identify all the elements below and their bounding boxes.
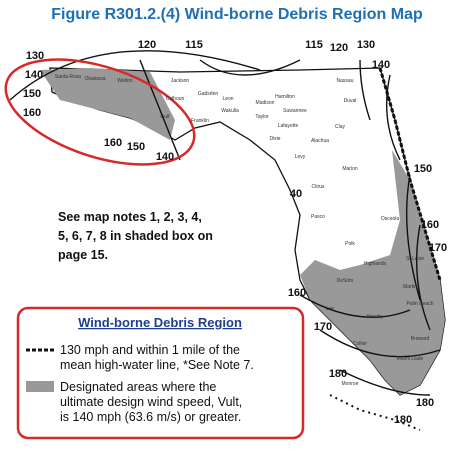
county-label: Dixie — [269, 136, 280, 142]
legend: Wind-borne Debris Region 130 mph and wit… — [16, 306, 305, 440]
contour-label: 150 — [23, 88, 41, 100]
county-label: Wakulla — [221, 108, 239, 114]
contour-label: 130 — [26, 50, 44, 62]
county-label: St Lucie — [406, 256, 424, 262]
contour-label: 160 — [23, 107, 41, 119]
contour-label: 180 — [394, 414, 412, 426]
contour-label: 140 — [156, 151, 174, 163]
contour-label: 115 — [185, 39, 203, 51]
legend-title: Wind-borne Debris Region — [78, 315, 242, 330]
county-label: Gulf — [160, 114, 170, 120]
contour-label: 170 — [429, 242, 447, 254]
county-label: Pasco — [311, 214, 325, 220]
county-label: Suwannee — [283, 108, 307, 114]
county-label: Monroe — [342, 381, 359, 387]
legend-text: Designated areas where the — [60, 380, 216, 394]
county-label: Highlands — [364, 261, 387, 267]
county-label: Madison — [256, 100, 275, 106]
contour-label: 115 — [305, 39, 323, 51]
county-label: Polk — [345, 241, 355, 247]
contour-label: 140 — [25, 69, 43, 81]
contour-label: 160 — [104, 137, 122, 149]
county-label: Collier — [353, 341, 368, 347]
county-label: Lafayette — [278, 123, 299, 129]
county-label: Jackson — [171, 78, 190, 84]
contour-label: 120 — [138, 39, 156, 51]
county-label: Marion — [342, 166, 358, 172]
contour-label: 150 — [414, 163, 432, 175]
county-label: Martin — [403, 284, 417, 290]
county-label: Levy — [295, 154, 306, 160]
contour-label: 120 — [330, 42, 348, 54]
county-label: Nassau — [337, 78, 354, 84]
legend-text: ultimate design wind speed, Vult, — [60, 395, 242, 409]
florida — [4, 50, 446, 431]
note-line: page 15. — [58, 248, 108, 262]
contour-label: 170 — [314, 321, 332, 333]
contour-label: 180 — [329, 368, 347, 380]
county-label: Walton — [117, 78, 133, 84]
county-label: Clay — [335, 124, 346, 130]
county-label: Taylor — [255, 114, 269, 120]
county-label: Gadsden — [198, 91, 219, 97]
county-label: Miami Dade — [397, 356, 424, 362]
county-label: Hendry — [367, 314, 384, 320]
contour-label: 140 — [372, 59, 390, 71]
contour-label: 150 — [127, 141, 145, 153]
contour-label: 130 — [357, 39, 375, 51]
contour-label: 160 — [421, 219, 439, 231]
county-label: Okaloosa — [84, 76, 105, 82]
contour-label: 160 — [288, 287, 306, 299]
legend-text: is 140 mph (63.6 m/s) or greater. — [60, 410, 241, 424]
county-label: Franklin — [191, 118, 209, 124]
county-label: Calhoun — [166, 96, 185, 102]
county-label: Lee — [326, 306, 335, 312]
contour-label: 40 — [290, 188, 302, 200]
title: Figure R301.2.(4) Wind-borne Debris Regi… — [51, 6, 423, 23]
county-label: Osceola — [381, 216, 400, 222]
legend-text: mean high-water line, *See Note 7. — [60, 358, 254, 372]
county-label: Duval — [344, 98, 357, 104]
note-line: See map notes 1, 2, 3, 4, — [58, 210, 202, 224]
county-label: Palm Beach — [407, 301, 434, 307]
county-label: Hamilton — [275, 94, 295, 100]
legend-text: 130 mph and within 1 mile of the — [60, 343, 240, 357]
county-label: Broward — [411, 336, 430, 342]
county-label: Alachua — [311, 138, 329, 144]
county-label: DeSoto — [337, 278, 354, 284]
note-line: 5, 6, 7, 8 in shaded box on — [58, 229, 213, 243]
county-label: Santa Rosa — [55, 74, 81, 80]
county-label: Citrus — [311, 184, 325, 190]
contour-label: 180 — [416, 397, 434, 409]
county-label: Leon — [222, 96, 233, 102]
